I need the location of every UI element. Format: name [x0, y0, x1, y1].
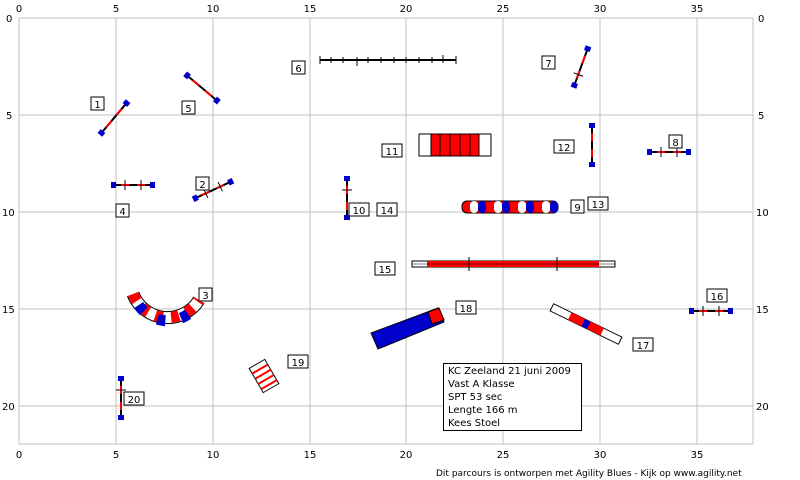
jump-hurdle-icon	[589, 123, 595, 167]
number-text: 5	[185, 104, 191, 115]
a-frame-icon	[411, 257, 616, 271]
info-event: KC Zeeland 21 juni 2009	[448, 366, 571, 377]
x-tick-top: 5	[113, 4, 119, 15]
jump-hurdle-icon	[570, 45, 592, 89]
y-tick-right: 10	[756, 208, 769, 219]
number-label-2: 2	[195, 176, 210, 191]
y-tick-left: 15	[2, 305, 15, 316]
x-tick-bottom: 20	[400, 450, 413, 461]
jump-hurdle-icon	[647, 147, 691, 157]
y-tick-right: 20	[756, 402, 769, 413]
x-tick-top: 20	[400, 4, 413, 15]
x-tick-bottom: 35	[691, 450, 704, 461]
jump-hurdle-icon	[191, 177, 235, 203]
seesaw-icon	[549, 303, 623, 345]
y-tick-right: 5	[758, 111, 764, 122]
number-text: 12	[558, 143, 571, 154]
dog-walk-icon	[319, 55, 457, 66]
number-text: 11	[386, 147, 399, 158]
info-spt: SPT 53 sec	[448, 392, 503, 403]
y-tick-left: 0	[6, 14, 12, 25]
jump-hurdle-icon	[183, 71, 221, 105]
y-tick-right: 15	[756, 305, 769, 316]
number-text: 6	[295, 64, 301, 75]
number-text: 18	[460, 304, 473, 315]
bottom-axis-labels: 0 5 10 15 20 25 30 35	[16, 450, 704, 461]
number-label-5: 5	[181, 100, 196, 115]
number-label-16: 16	[706, 288, 728, 303]
number-label-9: 9	[570, 199, 585, 214]
jump-hurdle-icon	[97, 99, 131, 137]
jump-hurdle-icon	[689, 306, 733, 316]
number-label-18: 18	[455, 300, 477, 315]
info-class: Vast A Klasse	[448, 379, 515, 390]
x-tick-bottom: 10	[207, 450, 220, 461]
weave-poles-icon	[461, 200, 559, 214]
jump-hurdle-icon	[342, 176, 352, 220]
number-label-1: 1	[90, 96, 105, 111]
number-label-4: 4	[115, 203, 130, 218]
x-tick-top: 35	[691, 4, 704, 15]
grid	[18, 17, 754, 445]
number-label-6: 6	[291, 60, 306, 75]
obstacles	[97, 45, 733, 420]
number-label-14: 14	[376, 202, 398, 217]
number-text: 3	[202, 291, 208, 302]
x-tick-top: 30	[594, 4, 607, 15]
course-info-box: KC Zeeland 21 juni 2009 Vast A Klasse SP…	[443, 363, 582, 431]
tunnel-icon	[126, 291, 205, 327]
number-labels: 1 2 3 4 5 6 7 8	[90, 55, 728, 406]
x-tick-top: 10	[207, 4, 220, 15]
number-text: 1	[94, 100, 100, 111]
number-label-8: 8	[668, 134, 683, 149]
long-jump-icon	[248, 358, 280, 394]
number-label-19: 19	[287, 354, 309, 369]
number-text: 4	[119, 207, 125, 218]
x-tick-bottom: 5	[113, 450, 119, 461]
number-label-13: 13	[587, 196, 609, 211]
top-axis-labels: 0 5 10 15 20 25 30 35	[16, 4, 704, 15]
tunnel-icon	[370, 307, 445, 350]
number-label-20: 20	[123, 391, 145, 406]
y-tick-left: 20	[2, 402, 15, 413]
number-text: 10	[353, 206, 366, 217]
x-tick-top: 15	[304, 4, 317, 15]
right-axis-labels: 0 5 10 15 20	[756, 14, 769, 413]
number-label-7: 7	[541, 55, 556, 70]
number-label-17: 17	[632, 337, 654, 352]
number-text: 15	[379, 265, 392, 276]
tunnel-icon	[418, 133, 492, 157]
y-tick-left: 5	[6, 111, 12, 122]
info-judge: Kees Stoel	[448, 418, 501, 429]
number-label-3: 3	[198, 287, 213, 302]
number-text: 19	[292, 358, 305, 369]
number-text: 17	[637, 341, 650, 352]
x-tick-top: 0	[16, 4, 22, 15]
x-tick-bottom: 25	[497, 450, 510, 461]
number-text: 8	[672, 138, 678, 149]
x-tick-bottom: 15	[304, 450, 317, 461]
x-tick-top: 25	[497, 4, 510, 15]
number-label-10: 10	[348, 202, 370, 217]
footer-credit: Dit parcours is ontworpen met Agility Bl…	[436, 469, 742, 479]
x-tick-bottom: 0	[16, 450, 22, 461]
number-text: 9	[574, 203, 580, 214]
number-text: 14	[381, 206, 394, 217]
number-text: 2	[199, 180, 205, 191]
info-length: Lengte 166 m	[448, 405, 518, 416]
number-text: 13	[592, 200, 605, 211]
number-text: 20	[128, 395, 141, 406]
jump-hurdle-icon	[111, 180, 155, 190]
number-label-15: 15	[374, 261, 396, 276]
number-text: 16	[711, 292, 724, 303]
y-tick-left: 10	[2, 208, 15, 219]
left-axis-labels: 0 5 10 15 20	[2, 14, 15, 413]
y-tick-right: 0	[758, 14, 764, 25]
x-tick-bottom: 30	[594, 450, 607, 461]
number-label-11: 11	[381, 143, 403, 158]
number-label-12: 12	[553, 139, 575, 154]
number-text: 7	[545, 59, 551, 70]
jump-hurdle-icon	[116, 376, 126, 420]
